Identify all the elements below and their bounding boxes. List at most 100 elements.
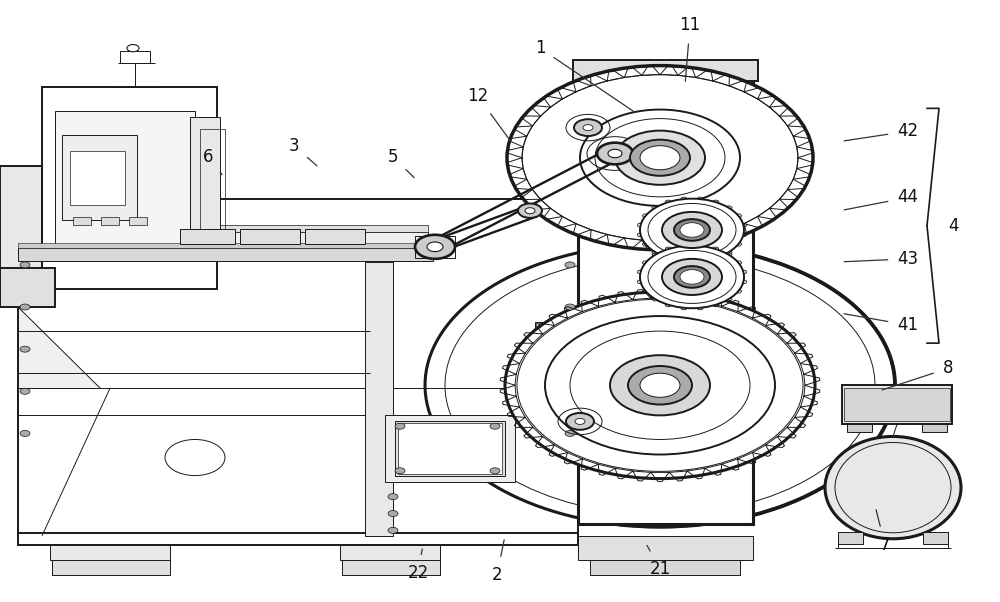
Circle shape <box>395 423 405 429</box>
Circle shape <box>615 131 705 185</box>
Circle shape <box>525 208 535 214</box>
Bar <box>18 533 578 545</box>
Bar <box>190 117 220 259</box>
Circle shape <box>20 346 30 352</box>
Bar <box>70 150 125 205</box>
Bar <box>340 545 440 560</box>
Text: 2: 2 <box>492 540 504 584</box>
Text: 6: 6 <box>203 147 222 175</box>
Bar <box>398 423 502 474</box>
Text: 42: 42 <box>844 122 919 141</box>
Circle shape <box>610 355 710 415</box>
Text: 1: 1 <box>535 39 635 112</box>
Circle shape <box>565 346 575 352</box>
Bar <box>73 217 91 225</box>
Text: 21: 21 <box>647 545 671 578</box>
Bar <box>842 385 952 424</box>
Bar <box>55 111 195 244</box>
Circle shape <box>545 316 775 455</box>
Text: 11: 11 <box>679 16 701 81</box>
Bar <box>342 560 440 575</box>
Bar <box>535 322 580 343</box>
Bar <box>52 560 170 575</box>
Circle shape <box>388 510 398 517</box>
Bar <box>62 135 137 220</box>
Bar <box>923 532 948 544</box>
Bar <box>18 241 223 256</box>
Circle shape <box>425 244 895 527</box>
Circle shape <box>395 468 405 474</box>
Bar <box>590 560 740 575</box>
Bar <box>129 217 147 225</box>
Circle shape <box>427 242 443 252</box>
Circle shape <box>388 527 398 533</box>
Circle shape <box>565 430 575 436</box>
Circle shape <box>680 270 704 284</box>
Text: 4: 4 <box>948 217 958 235</box>
Bar <box>0 268 55 307</box>
Text: 43: 43 <box>844 250 919 268</box>
Bar <box>18 232 428 244</box>
Circle shape <box>165 439 225 476</box>
Circle shape <box>565 304 575 310</box>
Circle shape <box>640 246 744 308</box>
Circle shape <box>505 292 815 479</box>
Bar <box>847 424 872 432</box>
Circle shape <box>566 413 594 430</box>
Circle shape <box>20 262 30 268</box>
Bar <box>101 217 119 225</box>
Text: 7: 7 <box>876 510 890 554</box>
Circle shape <box>127 45 139 52</box>
Bar <box>844 388 950 421</box>
Bar <box>240 229 300 244</box>
Circle shape <box>565 262 575 268</box>
Text: 41: 41 <box>844 314 919 334</box>
Circle shape <box>608 149 622 158</box>
Circle shape <box>628 366 692 405</box>
Bar <box>538 324 577 341</box>
Circle shape <box>680 223 704 237</box>
Circle shape <box>490 468 500 474</box>
Bar <box>578 78 753 524</box>
Bar <box>922 424 947 432</box>
Bar <box>120 51 150 63</box>
Bar <box>18 243 433 248</box>
Circle shape <box>388 494 398 500</box>
Bar <box>42 87 217 289</box>
Circle shape <box>630 140 690 176</box>
Circle shape <box>415 235 455 259</box>
Circle shape <box>662 212 722 248</box>
Circle shape <box>597 143 633 164</box>
Bar <box>18 248 433 261</box>
Bar <box>18 199 578 536</box>
Circle shape <box>674 219 710 241</box>
Circle shape <box>507 66 813 250</box>
Circle shape <box>575 418 585 424</box>
Circle shape <box>574 119 602 136</box>
Bar <box>50 545 170 560</box>
Text: 3: 3 <box>289 137 317 166</box>
Bar <box>180 229 235 244</box>
Circle shape <box>20 430 30 436</box>
Circle shape <box>565 388 575 394</box>
Circle shape <box>20 388 30 394</box>
Circle shape <box>640 199 744 261</box>
Bar <box>395 421 505 476</box>
Bar <box>200 129 225 250</box>
Bar <box>0 166 42 274</box>
Polygon shape <box>18 307 100 388</box>
Circle shape <box>674 266 710 288</box>
Bar <box>18 225 428 232</box>
Bar <box>18 388 578 421</box>
Text: 22: 22 <box>407 549 429 582</box>
Bar <box>573 60 758 81</box>
Text: 5: 5 <box>388 147 414 178</box>
Bar <box>385 415 515 482</box>
Circle shape <box>580 110 740 206</box>
Ellipse shape <box>825 436 961 539</box>
Bar <box>838 532 863 544</box>
Text: 8: 8 <box>882 359 953 390</box>
Bar <box>415 236 455 258</box>
Circle shape <box>640 146 680 170</box>
Circle shape <box>20 304 30 310</box>
